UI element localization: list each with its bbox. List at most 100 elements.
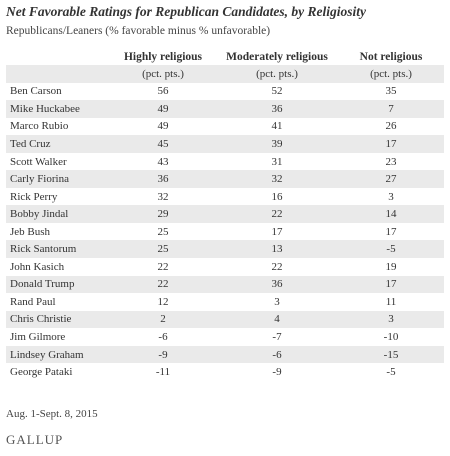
value-cell-moderately-religious: -7 [272,330,282,343]
candidate-name: Rand Paul [10,295,56,308]
value-cell-highly-religious: 2 [110,310,216,329]
column-header-not-religious: Not religious [359,50,423,63]
table-row: Ted Cruz 45 39 17 [6,135,444,153]
value-cell-highly-religious: 22 [157,260,169,273]
value-cell-not-religious: 14 [338,205,444,223]
value-cell-highly-religious: -9 [110,345,216,364]
candidate-name: Scott Walker [10,155,67,168]
table-row: Rick Perry 32 16 3 [6,188,444,206]
table-row: George Pataki -11 -9 -5 [6,363,444,381]
header-blank [6,48,110,65]
unit-row: (pct. pts.) (pct. pts.) (pct. pts.) [6,65,444,83]
candidate-name: Rick Santorum [6,240,110,259]
value-cell-moderately-religious: 31 [271,155,283,168]
value-cell-not-religious: 3 [338,310,444,329]
value-cell-not-religious: 35 [385,85,397,98]
chart-subtitle: Republicans/Leaners (% favorable minus %… [6,25,271,37]
value-cell-moderately-religious: 3 [274,295,280,308]
value-cell-highly-religious: 56 [157,85,169,98]
value-cell-moderately-religious: 17 [271,225,283,238]
unit-label: (pct. pts.) [338,65,444,83]
unit-blank [6,65,110,83]
value-cell-highly-religious: 29 [110,205,216,223]
value-cell-not-religious: -10 [383,330,399,343]
table-row: Ben Carson 56 52 35 [6,83,444,101]
candidate-name: Carly Fiorina [6,170,110,188]
value-cell-highly-religious: -11 [155,366,171,379]
table-row: Rand Paul 12 3 11 [6,293,444,311]
candidate-name: Bobby Jindal [6,205,110,223]
table-body: Ben Carson 56 52 35 Mike Huckabee 49 36 7 Marco … [6,83,444,381]
value-cell-moderately-religious: 36 [216,100,338,118]
table-row: Carly Fiorina 36 32 27 [6,170,444,188]
gallup-logo: GALLUP [6,432,64,447]
candidate-name: Ted Cruz [6,135,110,153]
value-cell-moderately-religious: 41 [271,120,283,133]
value-cell-highly-religious: -6 [158,330,168,343]
value-cell-highly-religious: 32 [157,190,169,203]
value-cell-not-religious: 3 [388,190,394,203]
value-cell-highly-religious: 49 [157,120,169,133]
candidate-name: Jeb Bush [10,225,51,238]
value-cell-highly-religious: 22 [110,275,216,294]
table-row: Mike Huckabee 49 36 7 [6,100,444,118]
candidate-name: John Kasich [10,260,65,273]
table-row: Bobby Jindal 29 22 14 [6,205,444,223]
candidate-name: Lindsey Graham [6,345,110,364]
value-cell-highly-religious: 25 [110,240,216,259]
candidate-name: Rick Perry [10,190,58,203]
table-row: Scott Walker 43 31 23 [6,153,444,171]
value-cell-highly-religious: 12 [157,295,169,308]
value-cell-highly-religious: 36 [110,170,216,188]
value-cell-not-religious: 26 [385,120,397,133]
value-cell-highly-religious: 43 [157,155,169,168]
value-cell-moderately-religious: 52 [271,85,283,98]
candidate-name: Jim Gilmore [10,330,66,343]
value-cell-highly-religious: 25 [157,225,169,238]
table-row: Chris Christie 2 4 3 [6,310,444,329]
unit-label: (pct. pts.) [110,65,216,83]
value-cell-not-religious: 17 [338,275,444,294]
chart-title: Net Favorable Ratings for Republican Can… [6,4,367,19]
value-cell-not-religious: -5 [338,240,444,259]
header-row: Highly religious Moderately religious No… [6,48,444,65]
table-row: Jim Gilmore -6 -7 -10 [6,328,444,346]
candidate-name: George Pataki [10,366,73,379]
candidate-name: Mike Huckabee [6,100,110,118]
value-cell-not-religious: -15 [338,345,444,364]
value-cell-not-religious: 17 [385,225,397,238]
value-cell-not-religious: -5 [386,366,396,379]
unit-label: (pct. pts.) [216,65,338,83]
date-range-footnote: Aug. 1-Sept. 8, 2015 [6,408,98,420]
column-header-highly-religious: Highly religious [123,50,203,63]
value-cell-highly-religious: 49 [110,100,216,118]
value-cell-moderately-religious: 22 [271,260,283,273]
ratings-table: Highly religious Moderately religious No… [6,48,444,381]
value-cell-not-religious: 11 [385,295,397,308]
table-row: Jeb Bush 25 17 17 [6,223,444,241]
value-cell-not-religious: 19 [385,260,397,273]
table-row: Marco Rubio 49 41 26 [6,118,444,136]
value-cell-moderately-religious: 36 [216,275,338,294]
value-cell-moderately-religious: 39 [216,135,338,153]
candidate-name: Chris Christie [6,310,110,329]
value-cell-moderately-religious: 22 [216,205,338,223]
column-header-moderately-religious: Moderately religious [226,50,328,63]
value-cell-moderately-religious: -9 [272,366,282,379]
value-cell-moderately-religious: 4 [216,310,338,329]
table-row: Donald Trump 22 36 17 [6,275,444,294]
candidate-name: Marco Rubio [10,120,69,133]
table-row: John Kasich 22 22 19 [6,258,444,276]
table-row: Rick Santorum 25 13 -5 [6,240,444,259]
value-cell-not-religious: 17 [338,135,444,153]
value-cell-moderately-religious: 32 [216,170,338,188]
value-cell-moderately-religious: -6 [216,345,338,364]
candidate-name: Donald Trump [6,275,110,294]
value-cell-not-religious: 23 [385,155,397,168]
table-row: Lindsey Graham -9 -6 -15 [6,345,444,364]
candidate-name: Ben Carson [10,85,62,98]
value-cell-highly-religious: 45 [110,135,216,153]
value-cell-not-religious: 27 [338,170,444,188]
value-cell-not-religious: 7 [338,100,444,118]
